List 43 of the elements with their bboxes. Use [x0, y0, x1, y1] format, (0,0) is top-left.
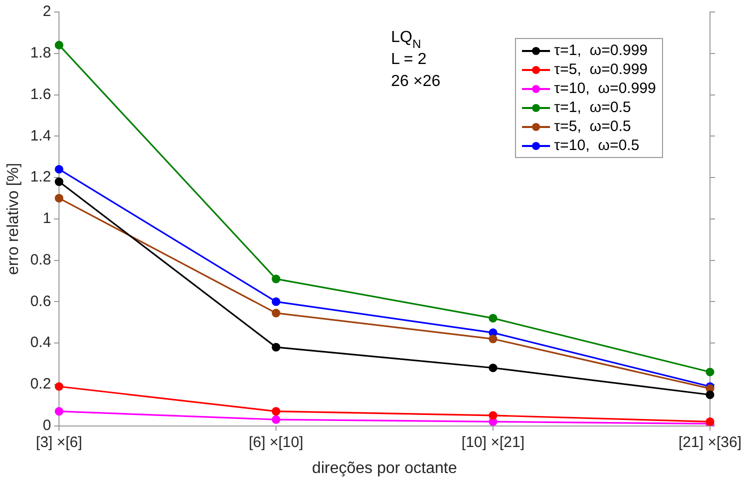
y-tick-label: 1.4	[30, 127, 52, 144]
y-tick-label: 1.6	[30, 86, 52, 103]
point	[272, 308, 280, 318]
point	[54, 164, 64, 174]
x-tick-label: [21] ×[36]	[678, 434, 742, 451]
point	[272, 342, 280, 352]
y-tick-label: 0.4	[30, 334, 52, 352]
point	[54, 40, 64, 50]
point	[488, 364, 498, 372]
y-tick-label: 2	[42, 3, 52, 20]
point	[54, 407, 64, 416]
x-axis-title: direções por octante	[312, 460, 458, 477]
y-axis-title: erro relativo [%]	[5, 162, 22, 275]
point	[54, 194, 64, 203]
y-tick-label: 0.2	[30, 376, 52, 393]
point	[706, 368, 714, 376]
legend-label: τ=1, ω=0.999	[554, 41, 648, 60]
point	[272, 274, 280, 284]
point	[272, 297, 280, 306]
point	[54, 177, 64, 186]
point	[706, 390, 714, 400]
x-tick-label: [3] ×[6]	[36, 434, 82, 451]
x-tick-label: [10] ×[21]	[462, 434, 524, 451]
point	[488, 314, 498, 323]
legend-label: τ=10, ω=0.5	[554, 136, 640, 155]
point	[272, 415, 280, 424]
point	[488, 411, 498, 420]
x-tick-label: [6] ×[10]	[248, 434, 304, 451]
y-tick-label: 1	[42, 210, 52, 228]
y-tick-label: 0.8	[30, 251, 52, 268]
legend-label: τ=10, ω=0.999	[554, 79, 656, 98]
legend-label: τ=5, ω=0.5	[554, 117, 631, 136]
point	[488, 334, 498, 344]
y-tick-label: 1.2	[30, 168, 52, 186]
legend-label: τ=5, ω=0.999	[554, 60, 648, 79]
y-tick-label: 0	[42, 416, 52, 434]
y-tick-label: 1.8	[30, 44, 52, 62]
annotation: 26 ×26	[391, 73, 441, 90]
point	[272, 407, 280, 416]
legend-label: τ=1, ω=0.5	[554, 98, 631, 117]
y-tick-label: 0.6	[30, 292, 52, 310]
point	[54, 382, 64, 391]
annotation: L = 2	[391, 51, 427, 68]
